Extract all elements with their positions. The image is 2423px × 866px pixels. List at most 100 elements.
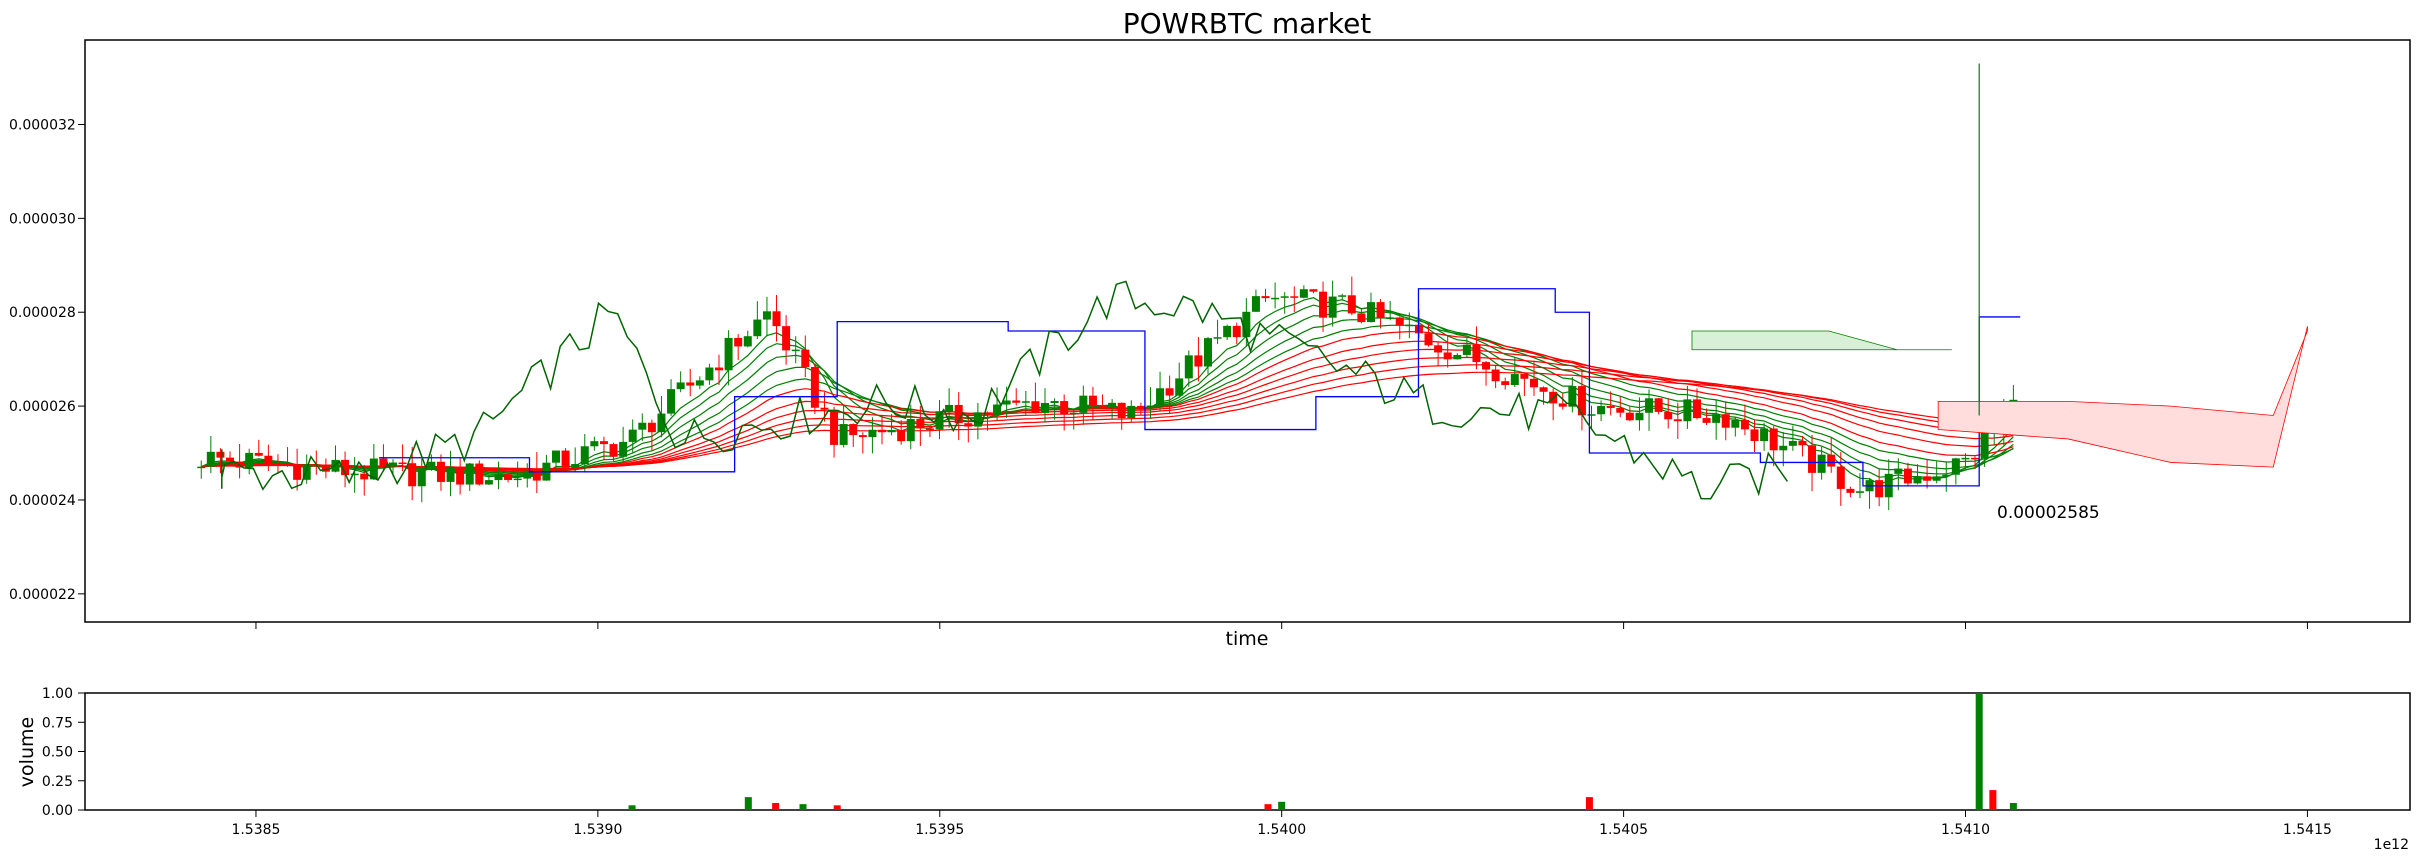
candle-body	[1491, 369, 1500, 382]
volume-bar	[1975, 693, 1983, 810]
candle-body	[504, 474, 513, 480]
candle-body	[599, 441, 608, 445]
candle-body	[1319, 291, 1328, 318]
volume-bar	[2009, 802, 2017, 810]
candle-body	[245, 452, 254, 468]
x-axis-label: time	[1226, 628, 1269, 650]
volume-bar	[1264, 804, 1272, 810]
candle-body	[1683, 399, 1692, 422]
candle-body	[360, 473, 369, 480]
candle-body	[925, 428, 934, 430]
candle-body	[1309, 289, 1318, 292]
volume-y-tick-label: 0.50	[42, 745, 73, 761]
candle-body	[935, 411, 944, 430]
candle-body	[897, 430, 906, 442]
candle-body	[1625, 412, 1634, 421]
candle-body	[1088, 395, 1097, 407]
candle-body	[638, 422, 647, 430]
candle-body	[1529, 378, 1538, 388]
price-x-ticks	[255, 622, 2308, 629]
candle-body	[1462, 344, 1471, 355]
candle-body	[657, 413, 666, 433]
candle-body	[1616, 407, 1625, 413]
candle-body	[1510, 374, 1519, 386]
candle-body	[1932, 476, 1941, 481]
candle-body	[1223, 325, 1232, 338]
candle-body	[1117, 402, 1126, 419]
candle-body	[1299, 289, 1308, 298]
candle-body	[1961, 457, 1970, 460]
candle-body	[619, 441, 628, 457]
candle-body	[475, 463, 484, 485]
candle-body	[1923, 476, 1932, 481]
volume-bar	[628, 805, 636, 810]
candle-body	[1108, 402, 1117, 407]
candle-body	[705, 367, 714, 381]
candle-body	[1501, 381, 1510, 386]
volume-y-label: volume	[16, 717, 38, 787]
candle-body	[877, 429, 886, 433]
candle-body	[273, 463, 282, 466]
candle-body	[1779, 445, 1788, 451]
volume-bar	[799, 804, 807, 810]
candle-body	[839, 424, 848, 445]
candle-body	[945, 404, 954, 412]
candle-body	[1232, 325, 1241, 338]
candle-body	[1386, 317, 1395, 319]
volume-y-tick-label: 0.25	[42, 774, 73, 790]
candle-body	[743, 336, 752, 347]
candle-body	[973, 412, 982, 427]
y-tick-label: 0.000032	[9, 117, 76, 133]
candle-body	[484, 480, 493, 485]
candle-body	[523, 470, 532, 479]
candle-body	[667, 389, 676, 414]
candle-body	[1760, 428, 1769, 442]
candle-body	[1060, 401, 1069, 415]
last-price-annotation: 0.00002585	[1997, 503, 2100, 523]
candle-body	[628, 429, 637, 442]
volume-y-tick-label: 0.00	[42, 803, 73, 819]
candle-body	[1050, 401, 1059, 403]
candle-body	[868, 429, 877, 438]
volume-bar	[772, 802, 780, 810]
candle-body	[1712, 414, 1721, 423]
candle-body	[1328, 296, 1337, 318]
ema-short-line	[201, 309, 2014, 477]
x-tick-label: 1.5395	[915, 822, 964, 838]
candle-body	[197, 466, 206, 469]
candle-body	[1798, 440, 1807, 446]
candle-body	[1069, 412, 1078, 415]
candle-body	[1558, 403, 1567, 407]
candle-body	[1136, 405, 1145, 409]
forecast-cloud-red	[1937, 326, 2308, 468]
candle-body	[1424, 333, 1433, 346]
candle-body	[772, 311, 781, 327]
candle-body	[1213, 337, 1222, 339]
candle-body	[887, 430, 896, 433]
candle-body	[1395, 317, 1404, 326]
candle-body	[1702, 418, 1711, 423]
candle-body	[1645, 398, 1654, 413]
candle-body	[552, 450, 561, 463]
x-tick-label: 1.5405	[1599, 822, 1648, 838]
candle-body	[1357, 313, 1366, 323]
candle-body	[1606, 406, 1615, 408]
volume-bar	[1585, 797, 1593, 810]
candle-body	[1079, 395, 1088, 413]
candle-body	[1242, 311, 1251, 338]
candle-body	[1971, 457, 1980, 460]
candle-body	[1568, 386, 1577, 407]
candle-body	[734, 337, 743, 347]
candle-body	[254, 452, 263, 456]
candle-body	[724, 337, 733, 371]
y-tick-label: 0.000026	[9, 399, 76, 415]
volume-bar	[1989, 790, 1997, 810]
candle-body	[1846, 488, 1855, 493]
candle-body	[1903, 468, 1912, 484]
candle-body	[1156, 388, 1165, 406]
ema-short-line	[201, 297, 2014, 485]
candle-body	[1721, 414, 1730, 428]
ema-long-line	[201, 330, 2014, 473]
candle-body	[1472, 344, 1481, 363]
candle-body	[1692, 399, 1701, 419]
